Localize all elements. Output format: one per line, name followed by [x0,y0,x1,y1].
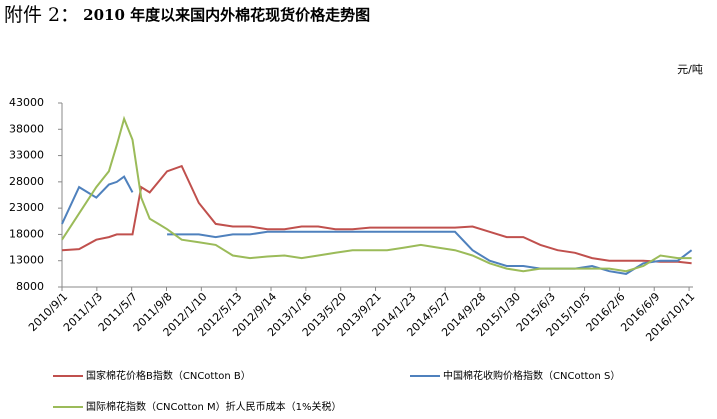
y-tick-label: 43000 [9,96,44,109]
y-unit: 元/吨 [677,63,703,76]
y-tick-label: 23000 [9,201,44,214]
y-tick-label: 18000 [9,227,44,240]
title-text: 2010 年度以来国内外棉花现货价格走势图 [83,6,370,24]
legend-label: 中国棉花收购价格指数（CNCotton S） [443,369,620,382]
series-line [61,175,693,275]
y-tick-label: 13000 [9,254,44,267]
legend-label: 国际棉花指数（CNCotton M）折人民币成本（1%关税） [86,400,342,413]
y-tick-label: 8000 [16,280,44,293]
title-label: 附件 2： [4,4,79,26]
chart-title: 附件 2： 2010 年度以来国内外棉花现货价格走势图 [4,4,370,26]
legend-label: 国家棉花价格B指数（CNCotton B） [86,369,251,382]
series-line [61,164,692,265]
y-tick-label: 33000 [9,149,44,162]
series-line [61,115,692,273]
y-tick-label: 38000 [9,122,44,135]
y-tick-label: 28000 [9,175,44,188]
